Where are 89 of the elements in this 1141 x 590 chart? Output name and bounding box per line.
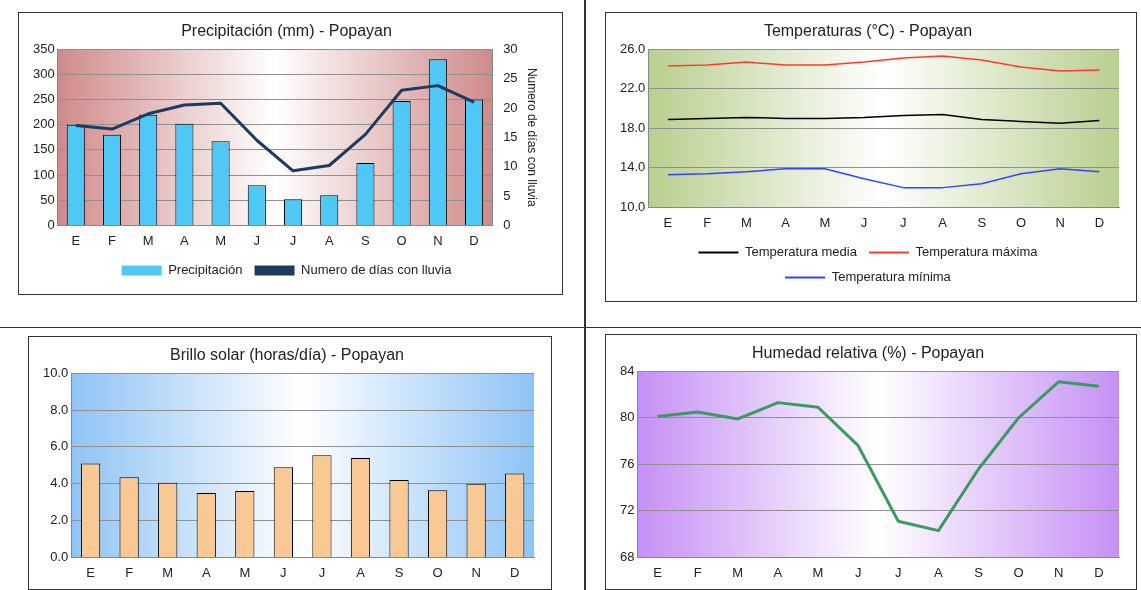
x-tick-label: S	[977, 214, 987, 230]
y2-axis-title: Numero de días con lluvia	[525, 67, 540, 207]
y-tick-label: 76	[619, 455, 635, 471]
x-tick-label: A	[324, 232, 334, 248]
x-tick-label: J	[860, 214, 868, 230]
x-tick-label: N	[1054, 564, 1064, 580]
x-tick-label: J	[895, 564, 902, 580]
chart-title: Precipitación (mm) - Popayan	[181, 22, 392, 40]
x-tick-label: M	[819, 214, 831, 230]
x-tick-label: N	[1055, 214, 1065, 230]
y-tick-label: 84	[619, 362, 635, 378]
y-tick-label: 10.0	[619, 198, 646, 214]
x-tick-label: E	[86, 564, 96, 580]
y-tick-label: 300	[32, 65, 55, 81]
y-tick-label: 4.0	[50, 475, 69, 491]
y-tick-label: 350	[32, 40, 55, 56]
x-tick-label: D	[469, 232, 479, 248]
x-tick-label: J	[280, 564, 287, 580]
x-tick-label: D	[510, 564, 520, 580]
y2-tick-label: 30	[503, 40, 518, 56]
y2-tick-label: 15	[503, 128, 518, 144]
y-tick-label: 68	[619, 548, 635, 564]
x-tick-label: O	[396, 232, 407, 248]
x-tick-label: A	[781, 214, 791, 230]
y-tick-label: 150	[32, 141, 55, 157]
y2-tick-label: 20	[503, 99, 518, 115]
legend-label: Temperatura máxima	[915, 244, 1039, 260]
y-tick-label: 22.0	[619, 80, 646, 96]
x-tick-label: N	[471, 564, 481, 580]
y-tick-label: 2.0	[50, 512, 69, 528]
chart-title: Brillo solar (horas/día) - Popayan	[170, 346, 404, 364]
x-tick-label: J	[318, 564, 326, 580]
x-tick-label: A	[180, 232, 190, 248]
x-tick-label: S	[361, 232, 371, 248]
y-tick-label: 200	[32, 116, 55, 132]
x-tick-label: M	[142, 232, 154, 248]
y-tick-label: 26.0	[619, 40, 646, 56]
x-tick-label: F	[703, 214, 712, 230]
x-tick-label: A	[201, 564, 211, 580]
x-tick-label: O	[1015, 214, 1026, 230]
x-tick-label: M	[740, 214, 752, 230]
x-tick-label: N	[433, 232, 443, 248]
x-tick-label: A	[356, 564, 366, 580]
x-tick-label: A	[934, 564, 944, 580]
y-tick-label: 100	[32, 166, 55, 182]
x-tick-label: A	[773, 564, 783, 580]
y-tick-label: 0	[47, 216, 55, 232]
legend-label: Numero de días con lluvia	[301, 262, 453, 278]
x-tick-label: E	[653, 564, 663, 580]
y2-tick-label: 0	[503, 216, 511, 232]
x-tick-label: D	[1094, 214, 1105, 230]
y-tick-label: 72	[619, 502, 635, 518]
x-tick-label: J	[854, 564, 862, 580]
y-tick-label: 250	[32, 91, 55, 107]
x-tick-label: F	[693, 564, 702, 580]
x-tick-label: J	[289, 232, 297, 248]
y-tick-label: 80	[619, 409, 635, 425]
legend-label: Temperatura media	[744, 244, 858, 260]
x-tick-label: O	[432, 564, 443, 580]
chart-title: Temperaturas (°C) - Popayan	[763, 22, 973, 40]
y-tick-label: 0.0	[50, 548, 69, 564]
x-tick-label: M	[239, 564, 251, 580]
y-tick-label: 10.0	[42, 364, 69, 380]
x-tick-label: J	[900, 214, 907, 230]
x-tick-label: F	[125, 564, 134, 580]
chart-title: Humedad relativa (%) - Popayan	[751, 344, 985, 362]
y2-tick-label: 25	[503, 70, 518, 86]
x-tick-label: S	[394, 564, 404, 580]
legend-label: Precipitación	[168, 262, 243, 278]
x-tick-label: M	[812, 564, 824, 580]
y-tick-label: 6.0	[50, 438, 69, 454]
legend-label: Temperatura mínima	[831, 269, 952, 285]
x-tick-label: E	[663, 214, 673, 230]
x-tick-label: E	[71, 232, 81, 248]
x-tick-label: F	[108, 232, 117, 248]
y-tick-label: 18.0	[619, 119, 646, 135]
x-tick-label: M	[732, 564, 744, 580]
y-tick-label: 8.0	[50, 401, 69, 417]
y2-tick-label: 5	[503, 187, 511, 203]
x-tick-label: M	[162, 564, 174, 580]
x-tick-label: M	[215, 232, 227, 248]
x-tick-label: O	[1013, 564, 1024, 580]
x-tick-label: A	[938, 214, 948, 230]
y-tick-label: 50	[40, 191, 55, 207]
x-tick-label: D	[1094, 564, 1104, 580]
y2-tick-label: 10	[503, 158, 518, 174]
x-tick-label: S	[974, 564, 984, 580]
x-tick-label: J	[253, 232, 261, 248]
y-tick-label: 14.0	[619, 159, 646, 175]
